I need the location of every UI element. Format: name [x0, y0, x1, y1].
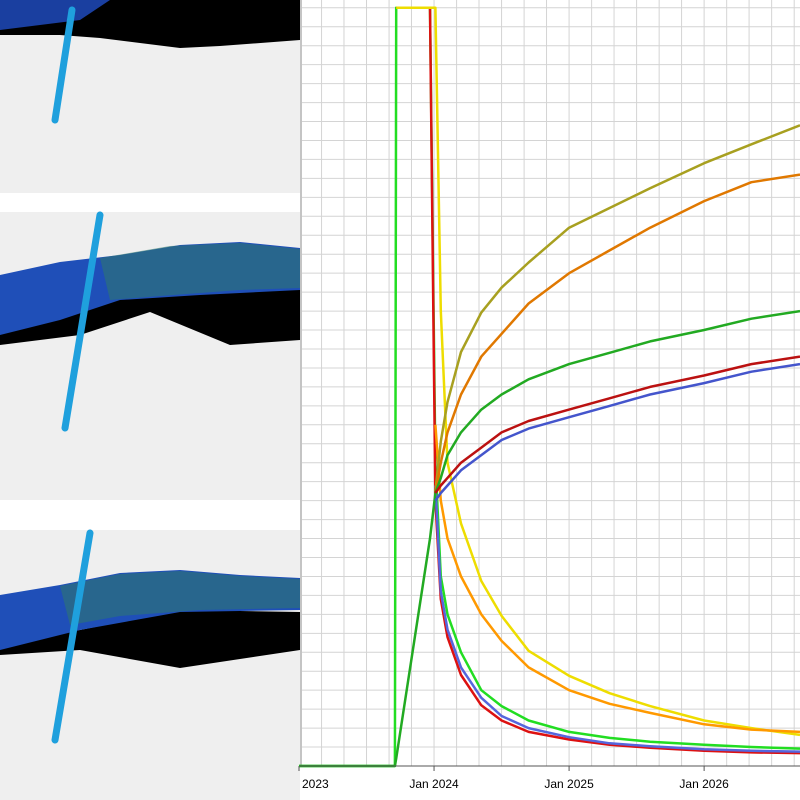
- series-line: [434, 424, 800, 734]
- reservoir-body: [0, 610, 300, 668]
- series-line: [396, 6, 800, 737]
- plot-area: [299, 6, 800, 768]
- x-tick-label: Jan 2024: [409, 777, 459, 791]
- well: [51, 6, 76, 124]
- series-line: [434, 355, 800, 494]
- view-panel: [0, 530, 300, 800]
- reservoir-layer: [0, 0, 110, 30]
- series-line: [434, 362, 800, 502]
- series-line: [434, 124, 800, 492]
- x-tick-label: Jan 2026: [679, 777, 729, 791]
- x-axis-ticks: 2023 Jan 2024 Jan 2025 Jan 2026: [298, 766, 729, 791]
- well: [61, 211, 104, 432]
- reservoir-layer: [60, 571, 300, 625]
- series-line: [434, 173, 800, 494]
- series-line: [299, 309, 800, 768]
- series-line: [434, 485, 800, 753]
- reservoir-layer: [100, 243, 300, 300]
- grid: [302, 0, 800, 766]
- chart-panel: [300, 0, 800, 800]
- x-tick-label: Jan 2025: [544, 777, 594, 791]
- well: [51, 529, 94, 744]
- x-tick-label: 2023: [302, 777, 329, 791]
- view-panels: [0, 0, 300, 800]
